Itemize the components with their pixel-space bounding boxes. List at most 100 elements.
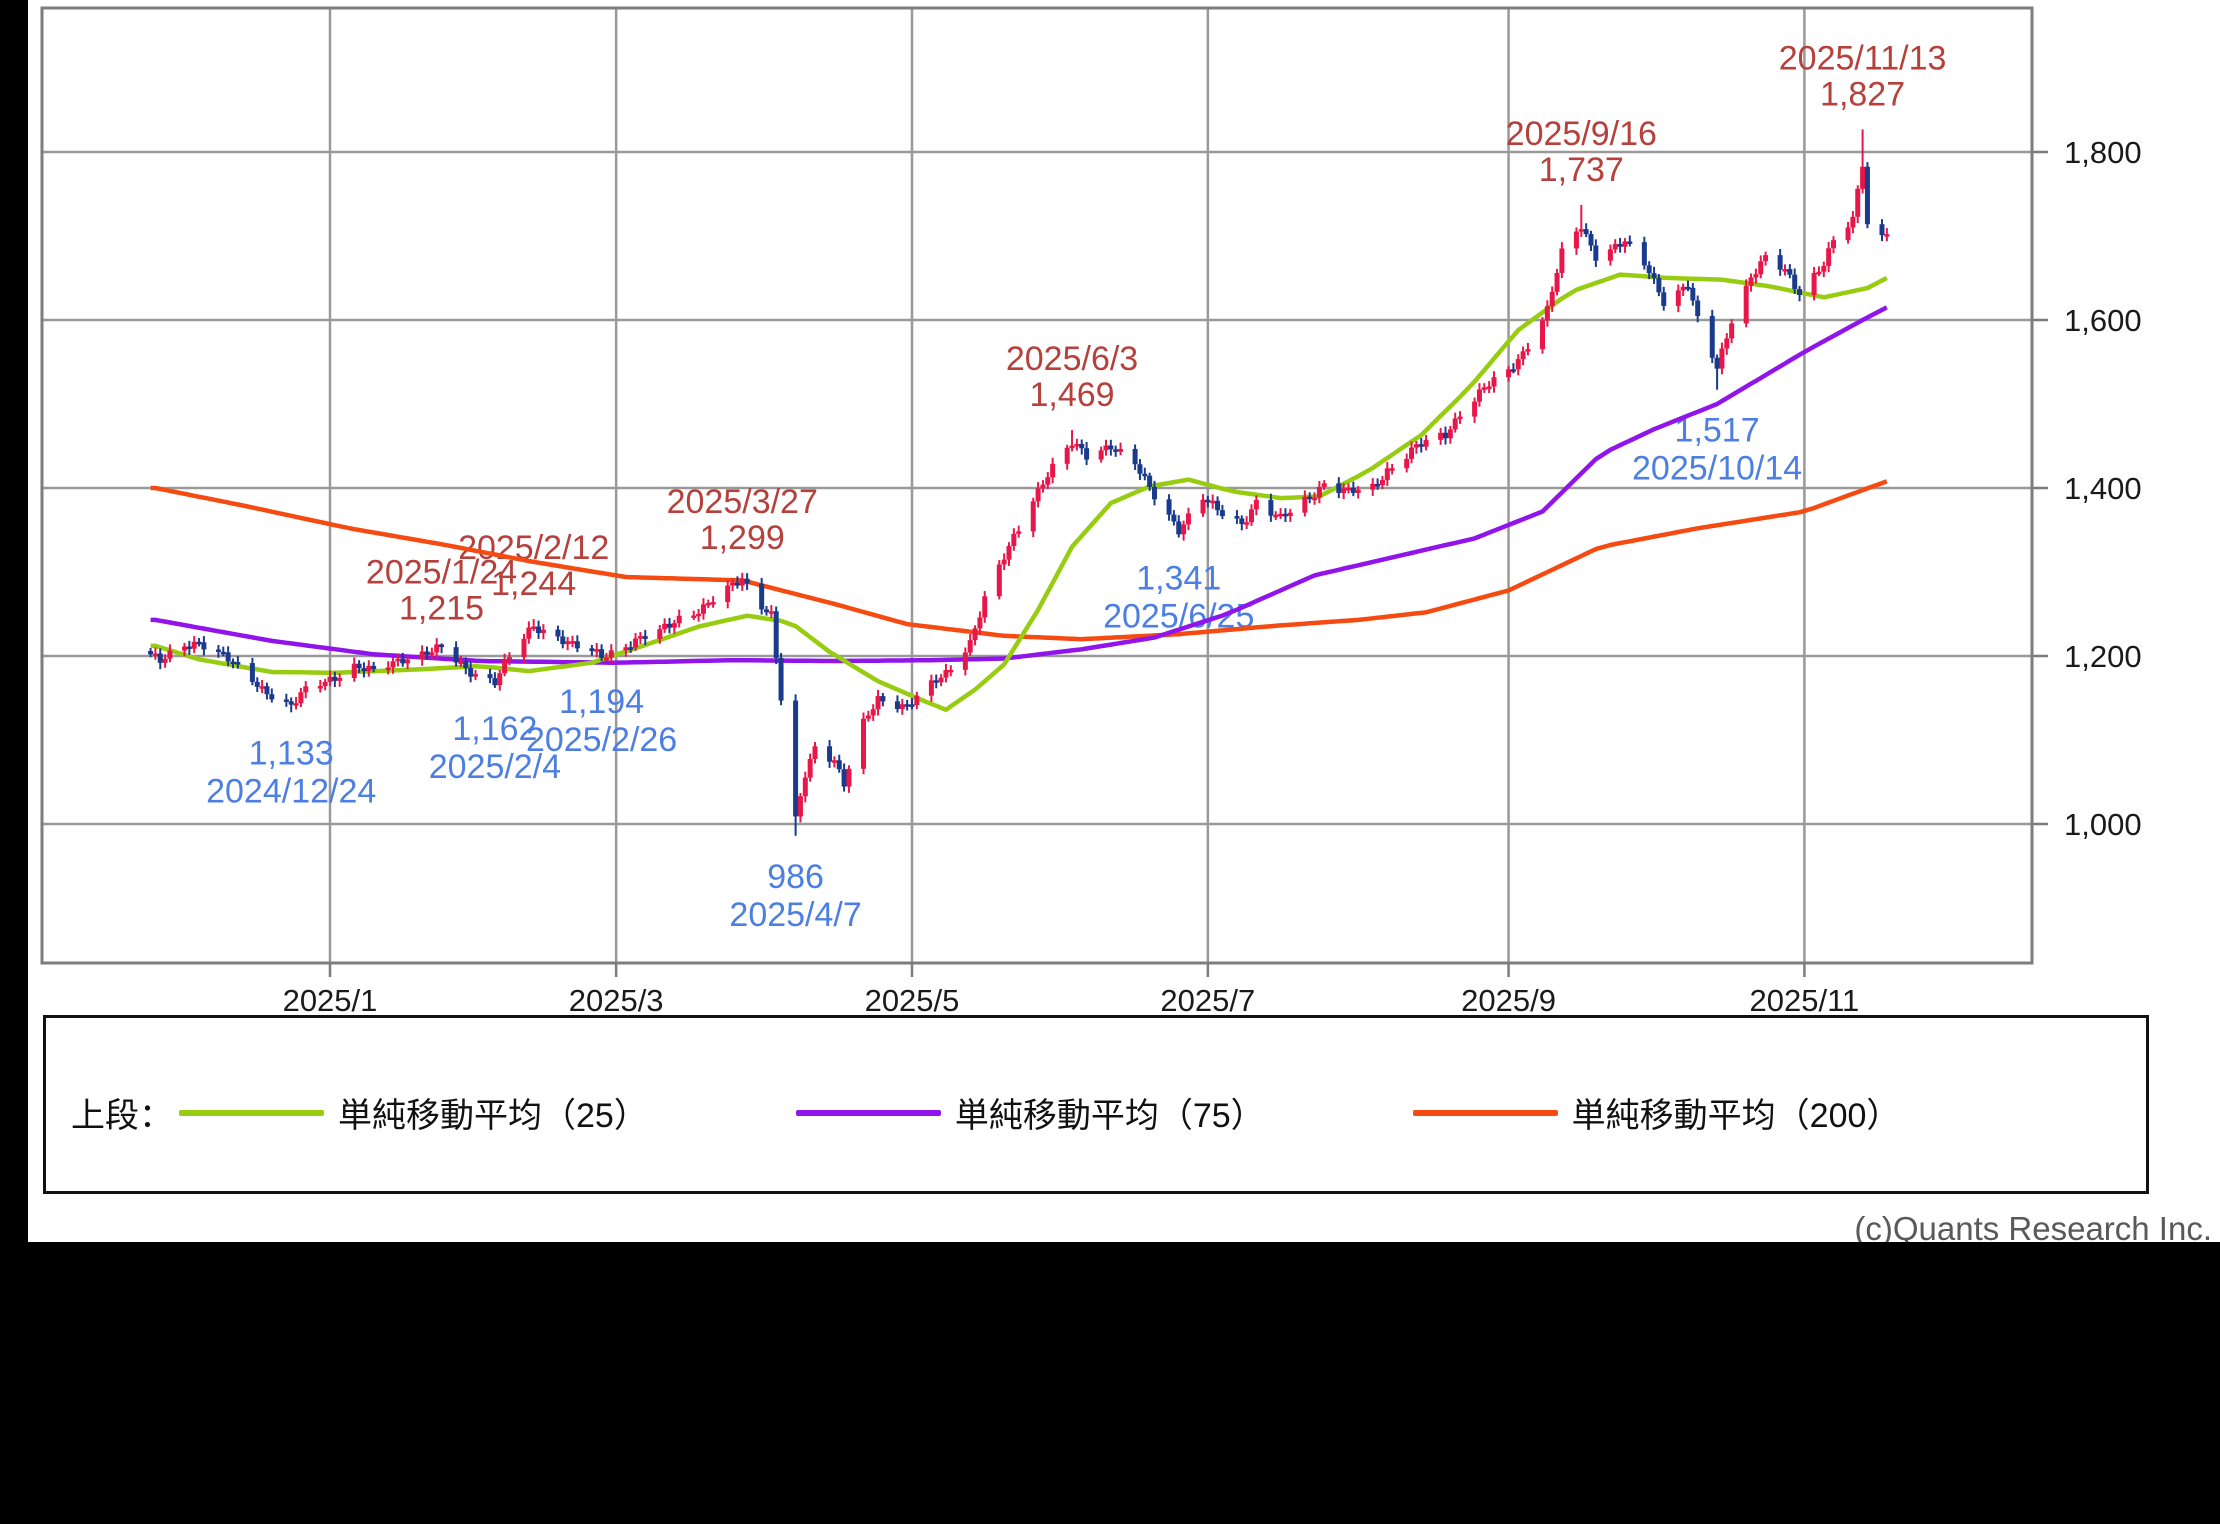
candle-body: [497, 673, 503, 686]
candle-body: [1443, 432, 1448, 439]
candle-body: [1447, 429, 1453, 439]
candle-body: [1103, 445, 1109, 451]
candle-body: [298, 692, 304, 704]
candle-body: [1661, 292, 1667, 306]
candle-body: [458, 661, 464, 664]
candle-body: [696, 613, 702, 617]
candle-body: [521, 638, 527, 658]
candle-body: [419, 651, 425, 660]
high-annotation-date: 2025/9/16: [1506, 115, 1657, 153]
candle-body: [1205, 499, 1211, 503]
candle-body: [1864, 166, 1870, 225]
candle-body: [487, 674, 493, 679]
candle-body: [254, 681, 260, 687]
candle-body: [361, 668, 367, 672]
legend-box: 上段： 単純移動平均（25） 単純移動平均（75） 単純移動平均（200）: [43, 1015, 2149, 1194]
candle-body: [225, 652, 231, 662]
candle-body: [473, 674, 478, 677]
candle-body: [744, 578, 750, 584]
candle-body: [1011, 533, 1017, 547]
candle-body: [288, 701, 294, 705]
candle-body: [1355, 489, 1361, 493]
low-annotation-value: 1,162: [452, 710, 537, 748]
candle-body: [1690, 287, 1696, 301]
candle-body: [1520, 351, 1526, 360]
candle-body: [642, 636, 648, 639]
candle-body: [1743, 285, 1749, 324]
candle-body: [1084, 448, 1090, 460]
candle-body: [1646, 265, 1652, 274]
candle-body: [725, 585, 731, 603]
candle-body: [570, 641, 575, 644]
candle-body: [996, 564, 1002, 597]
candle-body: [633, 638, 639, 648]
candle-body: [928, 680, 934, 696]
sma200-label: 単純移動平均（200）: [1571, 1097, 1901, 1135]
low-annotation-value: 1,517: [1675, 412, 1760, 450]
candle-body: [1016, 531, 1022, 534]
candle-body: [1409, 447, 1415, 459]
candle-body: [1525, 349, 1531, 352]
candle-body: [1185, 513, 1191, 525]
candle-body: [1282, 513, 1288, 517]
candle-body: [1612, 244, 1618, 250]
candle-body: [1219, 510, 1225, 517]
candle-body: [1074, 443, 1080, 447]
candle-body: [691, 615, 697, 619]
candle-body: [1680, 286, 1686, 291]
axis-labels: 1,000 1,200 1,400 1,600 1,800 2025/1 2025/3 202…: [283, 135, 2142, 1018]
candle-body: [1481, 387, 1487, 390]
high-annotation-value: 1,299: [700, 519, 785, 557]
candle-body: [1307, 496, 1313, 500]
candle-body: [1675, 290, 1681, 306]
candle-body: [1316, 486, 1322, 498]
candle-body: [710, 602, 716, 605]
candle-body: [1302, 496, 1308, 513]
candle-body: [463, 661, 469, 669]
high-annotation-value: 1,469: [1030, 376, 1115, 414]
candle-body: [453, 647, 459, 663]
candle-body: [1763, 255, 1769, 262]
candle-body: [807, 758, 813, 778]
candle-body: [230, 661, 236, 665]
low-annotation-value: 1,194: [559, 683, 644, 721]
candle-body: [623, 647, 629, 651]
candle-body: [1777, 255, 1783, 270]
candle-body: [560, 636, 566, 645]
candle-body: [152, 653, 158, 657]
candle-body: [759, 583, 765, 610]
candle-body: [385, 667, 391, 671]
candle-body: [1370, 483, 1376, 490]
candle-body: [599, 649, 605, 658]
candle-body: [972, 628, 978, 641]
candle-body: [1006, 546, 1012, 560]
candle-body: [865, 715, 871, 719]
legend-prefix-label: 上段：: [71, 1097, 173, 1135]
candle-body: [1724, 338, 1730, 349]
candle-body: [1030, 501, 1036, 532]
candle-body: [259, 686, 265, 689]
low-annotation-date: 2025/2/4: [429, 748, 561, 786]
candle-body: [1079, 443, 1085, 449]
candle-body: [1273, 514, 1279, 518]
candle-body: [574, 641, 580, 649]
candle-body: [1249, 509, 1254, 523]
candle-body: [215, 649, 221, 652]
candle-body: [468, 668, 474, 677]
candle-body: [841, 769, 847, 787]
candle-body: [894, 701, 900, 709]
candle-body: [249, 663, 255, 682]
gridlines: [40, 6, 2034, 965]
candle-body: [943, 670, 949, 678]
candle-body: [1811, 272, 1817, 295]
x-tick-label: 2025/7: [1160, 983, 1255, 1018]
candle-body: [948, 669, 954, 673]
candle-body: [594, 649, 600, 652]
high-annotation-value: 1,737: [1539, 151, 1624, 189]
high-annotation-value: 1,215: [399, 589, 484, 627]
candle-body: [555, 629, 561, 637]
candle-body: [667, 623, 672, 628]
candle-body: [827, 746, 833, 762]
candle-body: [637, 636, 643, 639]
